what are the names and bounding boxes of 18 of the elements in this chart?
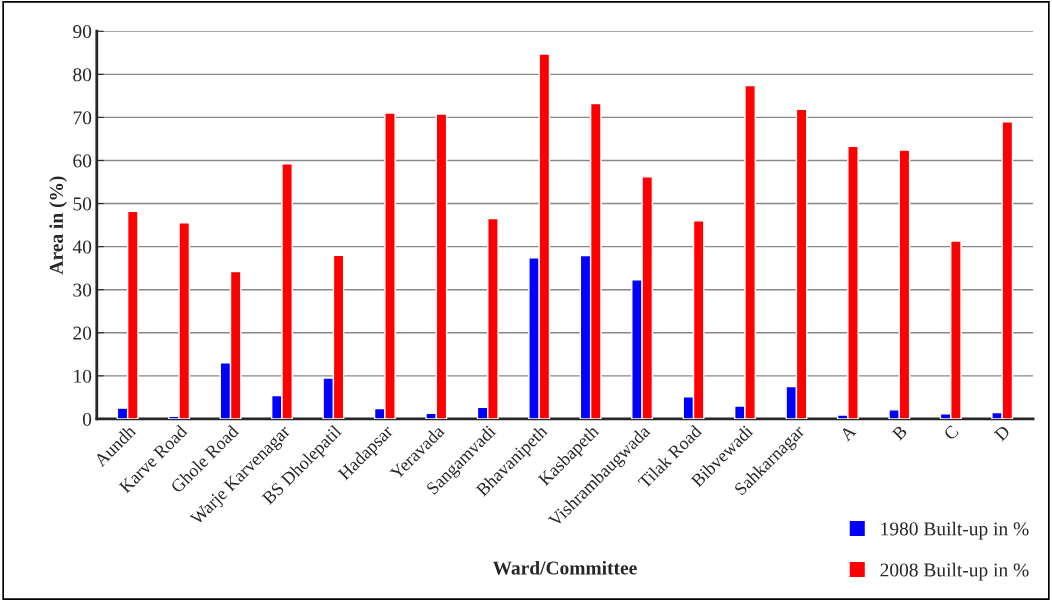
y-tick-label: 70 [73,111,92,125]
y-axis-title: Area in (%) [49,176,67,275]
legend-label: 2008 Built-up in % [880,562,1029,581]
y-tick-label: 60 [73,154,92,168]
y-tick-label: 50 [73,197,92,211]
y-tick-label: 20 [73,326,92,340]
x-tick-label: D [993,424,1011,442]
y-tick-label: 90 [73,25,92,39]
y-tick-label: 40 [72,240,92,254]
y-tick-label: 0 [82,412,92,426]
y-tick-label: 80 [73,68,92,82]
x-tick-label: A [839,424,857,442]
y-tick-label: 10 [74,369,92,383]
y-tick-label: 30 [73,283,92,297]
legend-label: 1980 Built-up in % [881,521,1029,540]
x-axis-title: Ward/Committee [492,560,637,575]
x-tick-label: B [891,424,908,441]
x-tick-label: C [943,424,960,441]
